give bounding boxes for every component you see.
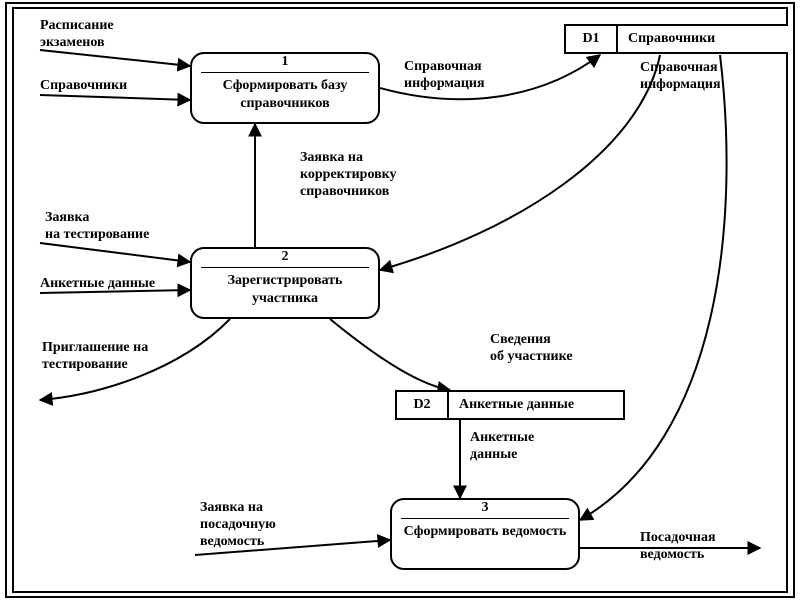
process-1-number: 1: [201, 54, 368, 73]
label-svedenia: Сведения об участнике: [490, 332, 650, 366]
datastore-d1-id: D1: [564, 24, 618, 54]
process-1-title: Сформировать базу справочников: [192, 73, 378, 118]
label-zayavka-test: Заявка на тестирование: [45, 210, 205, 244]
datastore-d2-title: Анкетные данные: [449, 390, 625, 420]
label-posad-ved: Посадочная ведомость: [640, 530, 790, 564]
datastore-d2-id: D2: [395, 390, 449, 420]
process-3: 3 Сформировать ведомость: [390, 498, 580, 570]
process-1: 1 Сформировать базу справочников: [190, 52, 380, 124]
process-3-number: 3: [401, 500, 568, 519]
label-zayavka-korr: Заявка на корректировку справочников: [300, 150, 470, 200]
label-spravochniki1: Справочники: [40, 78, 180, 95]
datastore-d1-title: Справочники: [618, 24, 788, 54]
datastore-d1: D1 Справочники: [564, 24, 788, 54]
edge-ztest-to-p2: [40, 243, 190, 262]
label-sprav-info2: Справочная информация: [640, 60, 780, 94]
label-sprav-info1: Справочная информация: [404, 59, 544, 93]
edge-sprav-to-p1: [40, 95, 190, 100]
process-2-title: Зарегистрировать участника: [192, 268, 378, 313]
edge-d1-to-p3: [580, 55, 727, 520]
datastore-d2: D2 Анкетные данные: [395, 390, 625, 420]
edge-p2-to-d2: [330, 319, 450, 390]
label-zayavka-pv: Заявка на посадочную ведомость: [200, 500, 360, 550]
edge-rasp-to-p1: [40, 50, 190, 66]
label-anket: Анкетные данные: [40, 276, 200, 293]
label-priglashenie: Приглашение на тестирование: [42, 340, 212, 374]
label-anket2: Анкетные данные: [470, 430, 590, 464]
process-3-title: Сформировать ведомость: [392, 519, 578, 547]
process-2-number: 2: [201, 249, 368, 268]
process-2: 2 Зарегистрировать участника: [190, 247, 380, 319]
label-raspisanie: Расписание экзаменов: [40, 18, 180, 52]
dfd-canvas: 1 Сформировать базу справочников 2 Зарег…: [0, 0, 800, 600]
